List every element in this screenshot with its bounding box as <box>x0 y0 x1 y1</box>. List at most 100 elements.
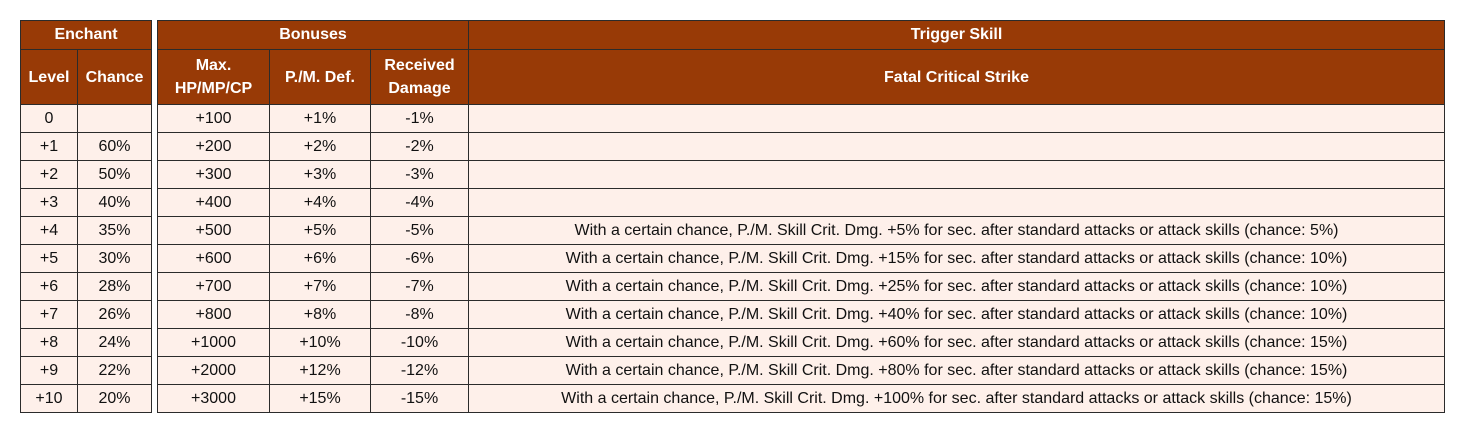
received-damage-cell: -7% <box>370 272 469 301</box>
max-stats-cell: +600 <box>157 244 270 273</box>
table-row: +3000 +15% -15% With a certain chance, P./M… <box>157 384 1445 413</box>
chance-cell: 60% <box>77 132 152 161</box>
table-row: +6 28% <box>20 272 152 301</box>
max-stats-cell: +800 <box>157 300 270 329</box>
skill-effect-cell <box>468 188 1445 217</box>
level-cell: +8 <box>20 328 78 357</box>
level-cell: +2 <box>20 160 78 189</box>
chance-cell: 50% <box>77 160 152 189</box>
table-row: +2000 +12% -12% With a certain chance, P./M… <box>157 356 1445 385</box>
table-row: +1 60% <box>20 132 152 161</box>
level-cell: +10 <box>20 384 78 413</box>
table-row: +1000 +10% -10% With a certain chance, P./M… <box>157 328 1445 357</box>
level-cell: +7 <box>20 300 78 329</box>
def-cell: +5% <box>269 216 371 245</box>
max-stats-cell: +500 <box>157 216 270 245</box>
def-cell: +4% <box>269 188 371 217</box>
table-row: +500 +5% -5% With a certain chance, P./M. S… <box>157 216 1445 245</box>
chance-cell: 26% <box>77 300 152 329</box>
chance-cell: 35% <box>77 216 152 245</box>
skill-effect-cell: With a certain chance, P./M. Skill Crit.… <box>468 300 1445 329</box>
max-stats-cell: +1000 <box>157 328 270 357</box>
received-damage-cell: -5% <box>370 216 469 245</box>
level-cell: +3 <box>20 188 78 217</box>
bonus-table-body: +100 +1% -1% +200 +2% -2% +300 +3% -3% +400 +4% -4%… <box>157 104 1445 413</box>
skill-effect-cell <box>468 160 1445 189</box>
chance-cell: 28% <box>77 272 152 301</box>
def-cell: +10% <box>269 328 371 357</box>
def-cell: +8% <box>269 300 371 329</box>
table-row: +700 +7% -7% With a certain chance, P./M. S… <box>157 272 1445 301</box>
chance-cell: 24% <box>77 328 152 357</box>
max-stats-cell: +700 <box>157 272 270 301</box>
chance-cell: 20% <box>77 384 152 413</box>
def-header: P./M. Def. <box>269 49 371 105</box>
table-row: +3 40% <box>20 188 152 217</box>
chance-cell: 40% <box>77 188 152 217</box>
def-cell: +2% <box>269 132 371 161</box>
skill-effect-cell <box>468 132 1445 161</box>
table-row: +5 30% <box>20 244 152 273</box>
level-cell: +4 <box>20 216 78 245</box>
skill-effect-cell <box>468 104 1445 133</box>
table-row: 0 <box>20 104 152 133</box>
level-cell: +1 <box>20 132 78 161</box>
def-cell: +3% <box>269 160 371 189</box>
received-damage-cell: -3% <box>370 160 469 189</box>
table-row: +8 24% <box>20 328 152 357</box>
level-cell: 0 <box>20 104 78 133</box>
enchant-table: Enchant Level Chance 0 +1 60% +2 50% +3 40% +4 3… <box>20 20 152 413</box>
table-row: +800 +8% -8% With a certain chance, P./M. S… <box>157 300 1445 329</box>
enchant-table-body: 0 +1 60% +2 50% +3 40% +4 35% +5 30% +6 28% +7 26% +8 24… <box>20 104 152 413</box>
def-cell: +6% <box>269 244 371 273</box>
skill-effect-cell: With a certain chance, P./M. Skill Crit.… <box>468 328 1445 357</box>
bonus-skill-table: Bonuses Trigger Skill Max. HP/MP/CP P./M… <box>157 20 1445 413</box>
level-cell: +5 <box>20 244 78 273</box>
received-damage-cell: -4% <box>370 188 469 217</box>
table-row: +400 +4% -4% <box>157 188 1445 217</box>
level-cell: +6 <box>20 272 78 301</box>
received-damage-cell: -15% <box>370 384 469 413</box>
enchant-header: Enchant <box>20 20 152 50</box>
chance-cell: 30% <box>77 244 152 273</box>
def-cell: +7% <box>269 272 371 301</box>
chance-cell <box>77 104 152 133</box>
table-row: +200 +2% -2% <box>157 132 1445 161</box>
received-damage-header: Received Damage <box>370 49 469 105</box>
received-damage-cell: -6% <box>370 244 469 273</box>
level-header: Level <box>20 49 78 105</box>
table-row: +300 +3% -3% <box>157 160 1445 189</box>
bonuses-header: Bonuses <box>157 20 469 50</box>
table-row: +9 22% <box>20 356 152 385</box>
def-cell: +1% <box>269 104 371 133</box>
max-stats-cell: +100 <box>157 104 270 133</box>
max-stats-cell: +3000 <box>157 384 270 413</box>
max-stats-header: Max. HP/MP/CP <box>157 49 270 105</box>
max-stats-cell: +2000 <box>157 356 270 385</box>
skill-effect-cell: With a certain chance, P./M. Skill Crit.… <box>468 216 1445 245</box>
received-damage-cell: -10% <box>370 328 469 357</box>
table-row: +4 35% <box>20 216 152 245</box>
chance-header: Chance <box>77 49 152 105</box>
trigger-skill-header: Trigger Skill <box>468 20 1445 50</box>
table-row: +10 20% <box>20 384 152 413</box>
received-damage-cell: -1% <box>370 104 469 133</box>
def-cell: +12% <box>269 356 371 385</box>
received-damage-cell: -2% <box>370 132 469 161</box>
received-damage-cell: -12% <box>370 356 469 385</box>
max-stats-cell: +200 <box>157 132 270 161</box>
skill-name-header: Fatal Critical Strike <box>468 49 1445 105</box>
table-row: +600 +6% -6% With a certain chance, P./M. S… <box>157 244 1445 273</box>
skill-effect-cell: With a certain chance, P./M. Skill Crit.… <box>468 356 1445 385</box>
max-stats-cell: +300 <box>157 160 270 189</box>
table-row: +100 +1% -1% <box>157 104 1445 133</box>
skill-effect-cell: With a certain chance, P./M. Skill Crit.… <box>468 384 1445 413</box>
max-stats-cell: +400 <box>157 188 270 217</box>
chance-cell: 22% <box>77 356 152 385</box>
received-damage-cell: -8% <box>370 300 469 329</box>
skill-effect-cell: With a certain chance, P./M. Skill Crit.… <box>468 272 1445 301</box>
level-cell: +9 <box>20 356 78 385</box>
table-row: +7 26% <box>20 300 152 329</box>
def-cell: +15% <box>269 384 371 413</box>
table-row: +2 50% <box>20 160 152 189</box>
